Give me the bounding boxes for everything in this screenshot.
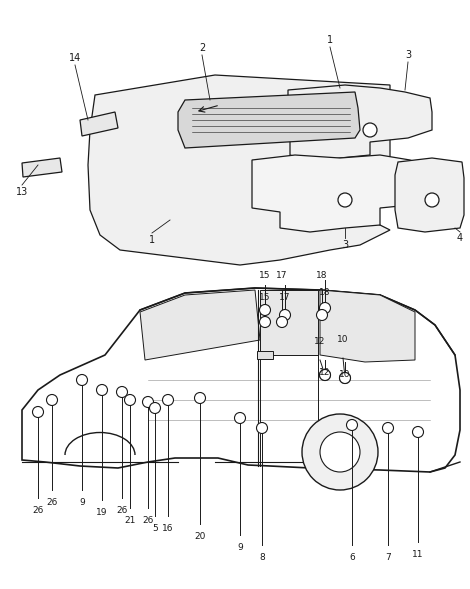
Polygon shape: [395, 158, 464, 232]
Text: 26: 26: [116, 506, 128, 515]
Text: 9: 9: [237, 543, 243, 552]
Circle shape: [383, 422, 393, 434]
Bar: [257, 351, 273, 359]
Circle shape: [316, 309, 328, 320]
Text: 12: 12: [319, 368, 331, 377]
Text: 11: 11: [412, 550, 424, 559]
Text: 13: 13: [16, 187, 28, 197]
Circle shape: [259, 305, 271, 316]
Circle shape: [346, 419, 358, 431]
Text: 15: 15: [259, 271, 271, 280]
Circle shape: [320, 303, 330, 313]
Polygon shape: [80, 112, 118, 136]
Circle shape: [320, 369, 330, 380]
Polygon shape: [22, 158, 62, 177]
Text: 26: 26: [32, 506, 44, 515]
Text: 12: 12: [314, 337, 326, 346]
Polygon shape: [260, 290, 318, 355]
Circle shape: [320, 369, 330, 380]
Text: 14: 14: [69, 53, 81, 63]
Circle shape: [302, 414, 378, 490]
Circle shape: [320, 432, 360, 472]
Text: 21: 21: [124, 516, 136, 525]
Text: 1: 1: [327, 35, 333, 45]
Polygon shape: [320, 290, 415, 362]
Text: 19: 19: [96, 508, 108, 517]
Polygon shape: [265, 85, 432, 162]
Circle shape: [125, 395, 135, 405]
Text: 17: 17: [276, 271, 288, 280]
Text: 20: 20: [194, 532, 206, 541]
Circle shape: [280, 309, 290, 320]
Text: 18: 18: [319, 288, 331, 297]
Circle shape: [149, 402, 160, 413]
Text: 10: 10: [339, 370, 351, 379]
Text: 26: 26: [47, 498, 58, 507]
Text: 18: 18: [316, 271, 328, 280]
Text: 2: 2: [199, 43, 205, 53]
Circle shape: [276, 316, 288, 327]
Circle shape: [339, 372, 351, 383]
Polygon shape: [140, 290, 260, 360]
Text: 15: 15: [259, 293, 271, 302]
Text: 17: 17: [279, 293, 291, 302]
Circle shape: [117, 386, 127, 398]
Circle shape: [257, 422, 267, 434]
Polygon shape: [22, 288, 460, 472]
Text: 6: 6: [349, 553, 355, 562]
Circle shape: [47, 395, 57, 405]
Text: 5: 5: [152, 524, 158, 533]
Polygon shape: [178, 92, 360, 148]
Text: 10: 10: [337, 335, 349, 344]
Circle shape: [413, 426, 423, 438]
Text: 3: 3: [405, 50, 411, 60]
Circle shape: [96, 385, 108, 395]
Circle shape: [77, 375, 87, 385]
Text: 1: 1: [149, 235, 155, 245]
Polygon shape: [252, 155, 432, 232]
Circle shape: [163, 395, 173, 405]
Text: 16: 16: [162, 524, 174, 533]
Text: 9: 9: [79, 498, 85, 507]
Circle shape: [338, 193, 352, 207]
Circle shape: [339, 372, 351, 383]
Text: 26: 26: [142, 516, 154, 525]
Circle shape: [32, 406, 44, 418]
Circle shape: [235, 412, 245, 423]
Text: 3: 3: [342, 240, 348, 250]
Circle shape: [425, 193, 439, 207]
Circle shape: [363, 123, 377, 137]
Text: 8: 8: [259, 553, 265, 562]
Circle shape: [142, 396, 154, 408]
Polygon shape: [88, 75, 390, 265]
Circle shape: [195, 392, 205, 403]
Text: 7: 7: [385, 553, 391, 562]
Circle shape: [259, 316, 271, 327]
Text: 4: 4: [457, 233, 463, 243]
